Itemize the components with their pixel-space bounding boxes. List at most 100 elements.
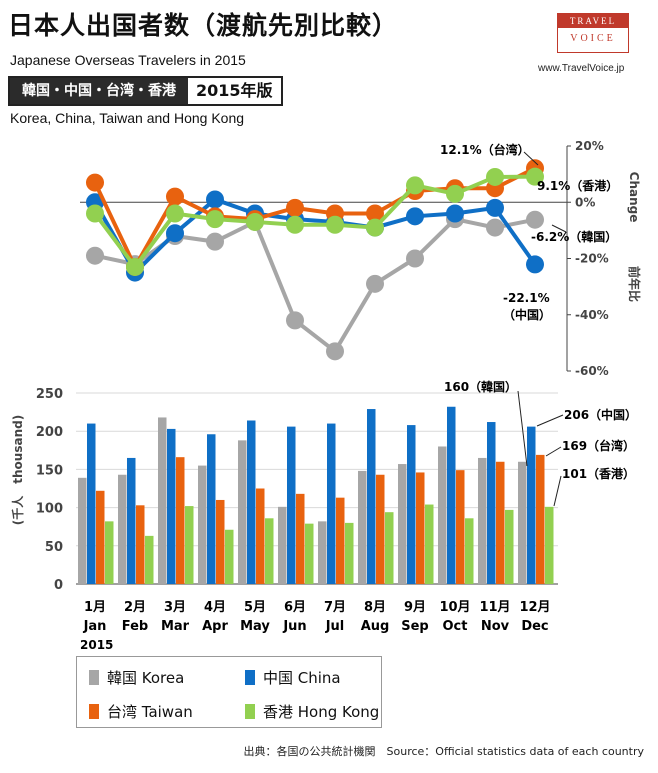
bar-korea	[478, 457, 487, 584]
bar-hongkong	[265, 518, 274, 584]
bar-x-tick-label-en: Feb	[122, 619, 148, 634]
bar-china	[247, 420, 256, 584]
bar-x-tick-label: 10月	[439, 600, 470, 615]
line-y-axis-label-en: Change	[627, 172, 641, 223]
line-point-korea	[286, 311, 304, 330]
bar-china	[327, 423, 336, 584]
bar-x-tick-label: 9月	[404, 600, 426, 615]
legend-swatch-taiwan	[89, 704, 99, 719]
bar-y-axis-label: (千人 thousand)	[10, 415, 25, 525]
bar-china	[207, 434, 216, 584]
legend-label-korea: 韓国 Korea	[107, 669, 185, 687]
line-point-hongkong	[366, 218, 384, 237]
line-point-korea	[366, 274, 384, 293]
bar-korea	[438, 446, 447, 584]
line-point-korea	[526, 210, 544, 229]
bar-hongkong	[465, 518, 474, 584]
chart-subtitle-en: Japanese Overseas Travelers in 2015	[10, 52, 246, 68]
bar-korea	[358, 470, 367, 584]
legend-swatch-china	[245, 670, 255, 685]
bar-x-tick-label: 7月	[324, 600, 346, 615]
bar-china	[167, 428, 176, 584]
line-point-china	[206, 190, 224, 209]
bar-korea	[398, 464, 407, 584]
legend-swatch-korea	[89, 670, 99, 685]
source-note: 出典：各国の公共統計機関 Source：Official statistics …	[243, 745, 644, 758]
bar-x-tick-label: 11月	[479, 600, 510, 615]
bar-korea	[78, 477, 87, 584]
line-point-taiwan	[366, 204, 384, 223]
legend-swatch-hongkong	[245, 704, 255, 719]
line-leader-taiwan	[523, 151, 539, 166]
line-point-hongkong	[326, 215, 344, 234]
bar-taiwan	[496, 461, 505, 584]
logo-line-2: VOICE	[570, 33, 616, 44]
bar-taiwan	[296, 493, 305, 584]
legend-item-taiwan: 台湾 Taiwan	[89, 701, 193, 722]
badge-year: 2015年版	[188, 78, 281, 104]
line-point-hongkong	[246, 212, 264, 231]
bar-x-tick-label: 6月	[284, 600, 306, 615]
line-point-china	[446, 204, 464, 223]
bar-taiwan	[416, 472, 425, 584]
line-point-korea	[326, 342, 344, 361]
bar-x-tick-label-en: Jan	[83, 619, 107, 634]
bar-x-tick-label-en: May	[240, 619, 270, 634]
line-point-taiwan	[286, 198, 304, 217]
line-series-taiwan	[93, 166, 536, 272]
line-point-hongkong	[86, 204, 104, 223]
bar-china	[487, 422, 496, 584]
bar-y-tick-label: 200	[36, 425, 63, 440]
line-point-hongkong	[206, 210, 224, 229]
bar-y-tick-label: 100	[36, 502, 63, 517]
bar-x-tick-label-en: Jul	[325, 619, 345, 634]
bar-x-tick-label-en: Nov	[481, 619, 510, 634]
legend-item-korea: 韓国 Korea	[89, 667, 184, 688]
bar-hongkong	[545, 506, 554, 584]
line-point-hongkong	[286, 215, 304, 234]
bar-china	[527, 426, 536, 584]
line-point-hongkong	[446, 184, 464, 203]
travelvoice-logo: TRAVEL VOICE	[557, 13, 629, 53]
legend-label-hongkong: 香港 Hong Kong	[263, 703, 380, 721]
bar-x-tick-label: 5月	[244, 600, 266, 615]
bar-taiwan	[256, 488, 265, 584]
chart-title: 日本人出国者数（渡航先別比較）	[8, 11, 399, 40]
bar-y-tick-label: 0	[54, 578, 63, 593]
bar-x-tick-label: 12月	[519, 600, 550, 615]
bar-taiwan	[136, 505, 145, 584]
bar-leader-taiwan	[545, 446, 562, 457]
bar-y-tick-label: 250	[36, 387, 63, 402]
line-point-china	[166, 224, 184, 243]
line-annotation-china-label: （中国）	[503, 307, 551, 322]
bar-china	[407, 425, 416, 584]
site-url: www.TravelVoice.jp	[538, 63, 625, 74]
year-badge: 韓国・中国・台湾・香港 2015年版	[8, 76, 283, 106]
bar-x-tick-label-en: Mar	[161, 619, 190, 634]
line-point-china	[486, 198, 504, 217]
bar-korea	[198, 465, 207, 584]
bar-hongkong	[105, 521, 114, 584]
badge-regions: 韓国・中国・台湾・香港	[10, 78, 188, 104]
line-point-hongkong	[486, 167, 504, 186]
bar-x-tick-label-en: Dec	[521, 619, 548, 634]
line-y-axis-label-jp: 前年比	[627, 266, 642, 302]
bar-korea	[278, 506, 287, 584]
bar-annotation-china: 206（中国）	[564, 407, 637, 422]
bar-annotation-korea: 160（韓国）	[444, 379, 517, 394]
bar-x-tick-label: 4月	[204, 600, 226, 615]
bar-taiwan	[336, 497, 345, 584]
bar-china	[367, 409, 376, 584]
line-point-korea	[206, 232, 224, 251]
bar-hongkong	[425, 504, 434, 584]
bar-hongkong	[145, 535, 154, 584]
bar-hongkong	[385, 512, 394, 584]
line-point-hongkong	[526, 167, 544, 186]
bar-x-tick-label-en: Oct	[443, 619, 468, 634]
bar-x-tick-label: 1月	[84, 600, 106, 615]
bar-taiwan	[456, 470, 465, 584]
line-annotation-china: -22.1%	[503, 291, 550, 305]
bar-taiwan	[536, 454, 545, 584]
legend-item-china: 中国 China	[245, 667, 341, 688]
